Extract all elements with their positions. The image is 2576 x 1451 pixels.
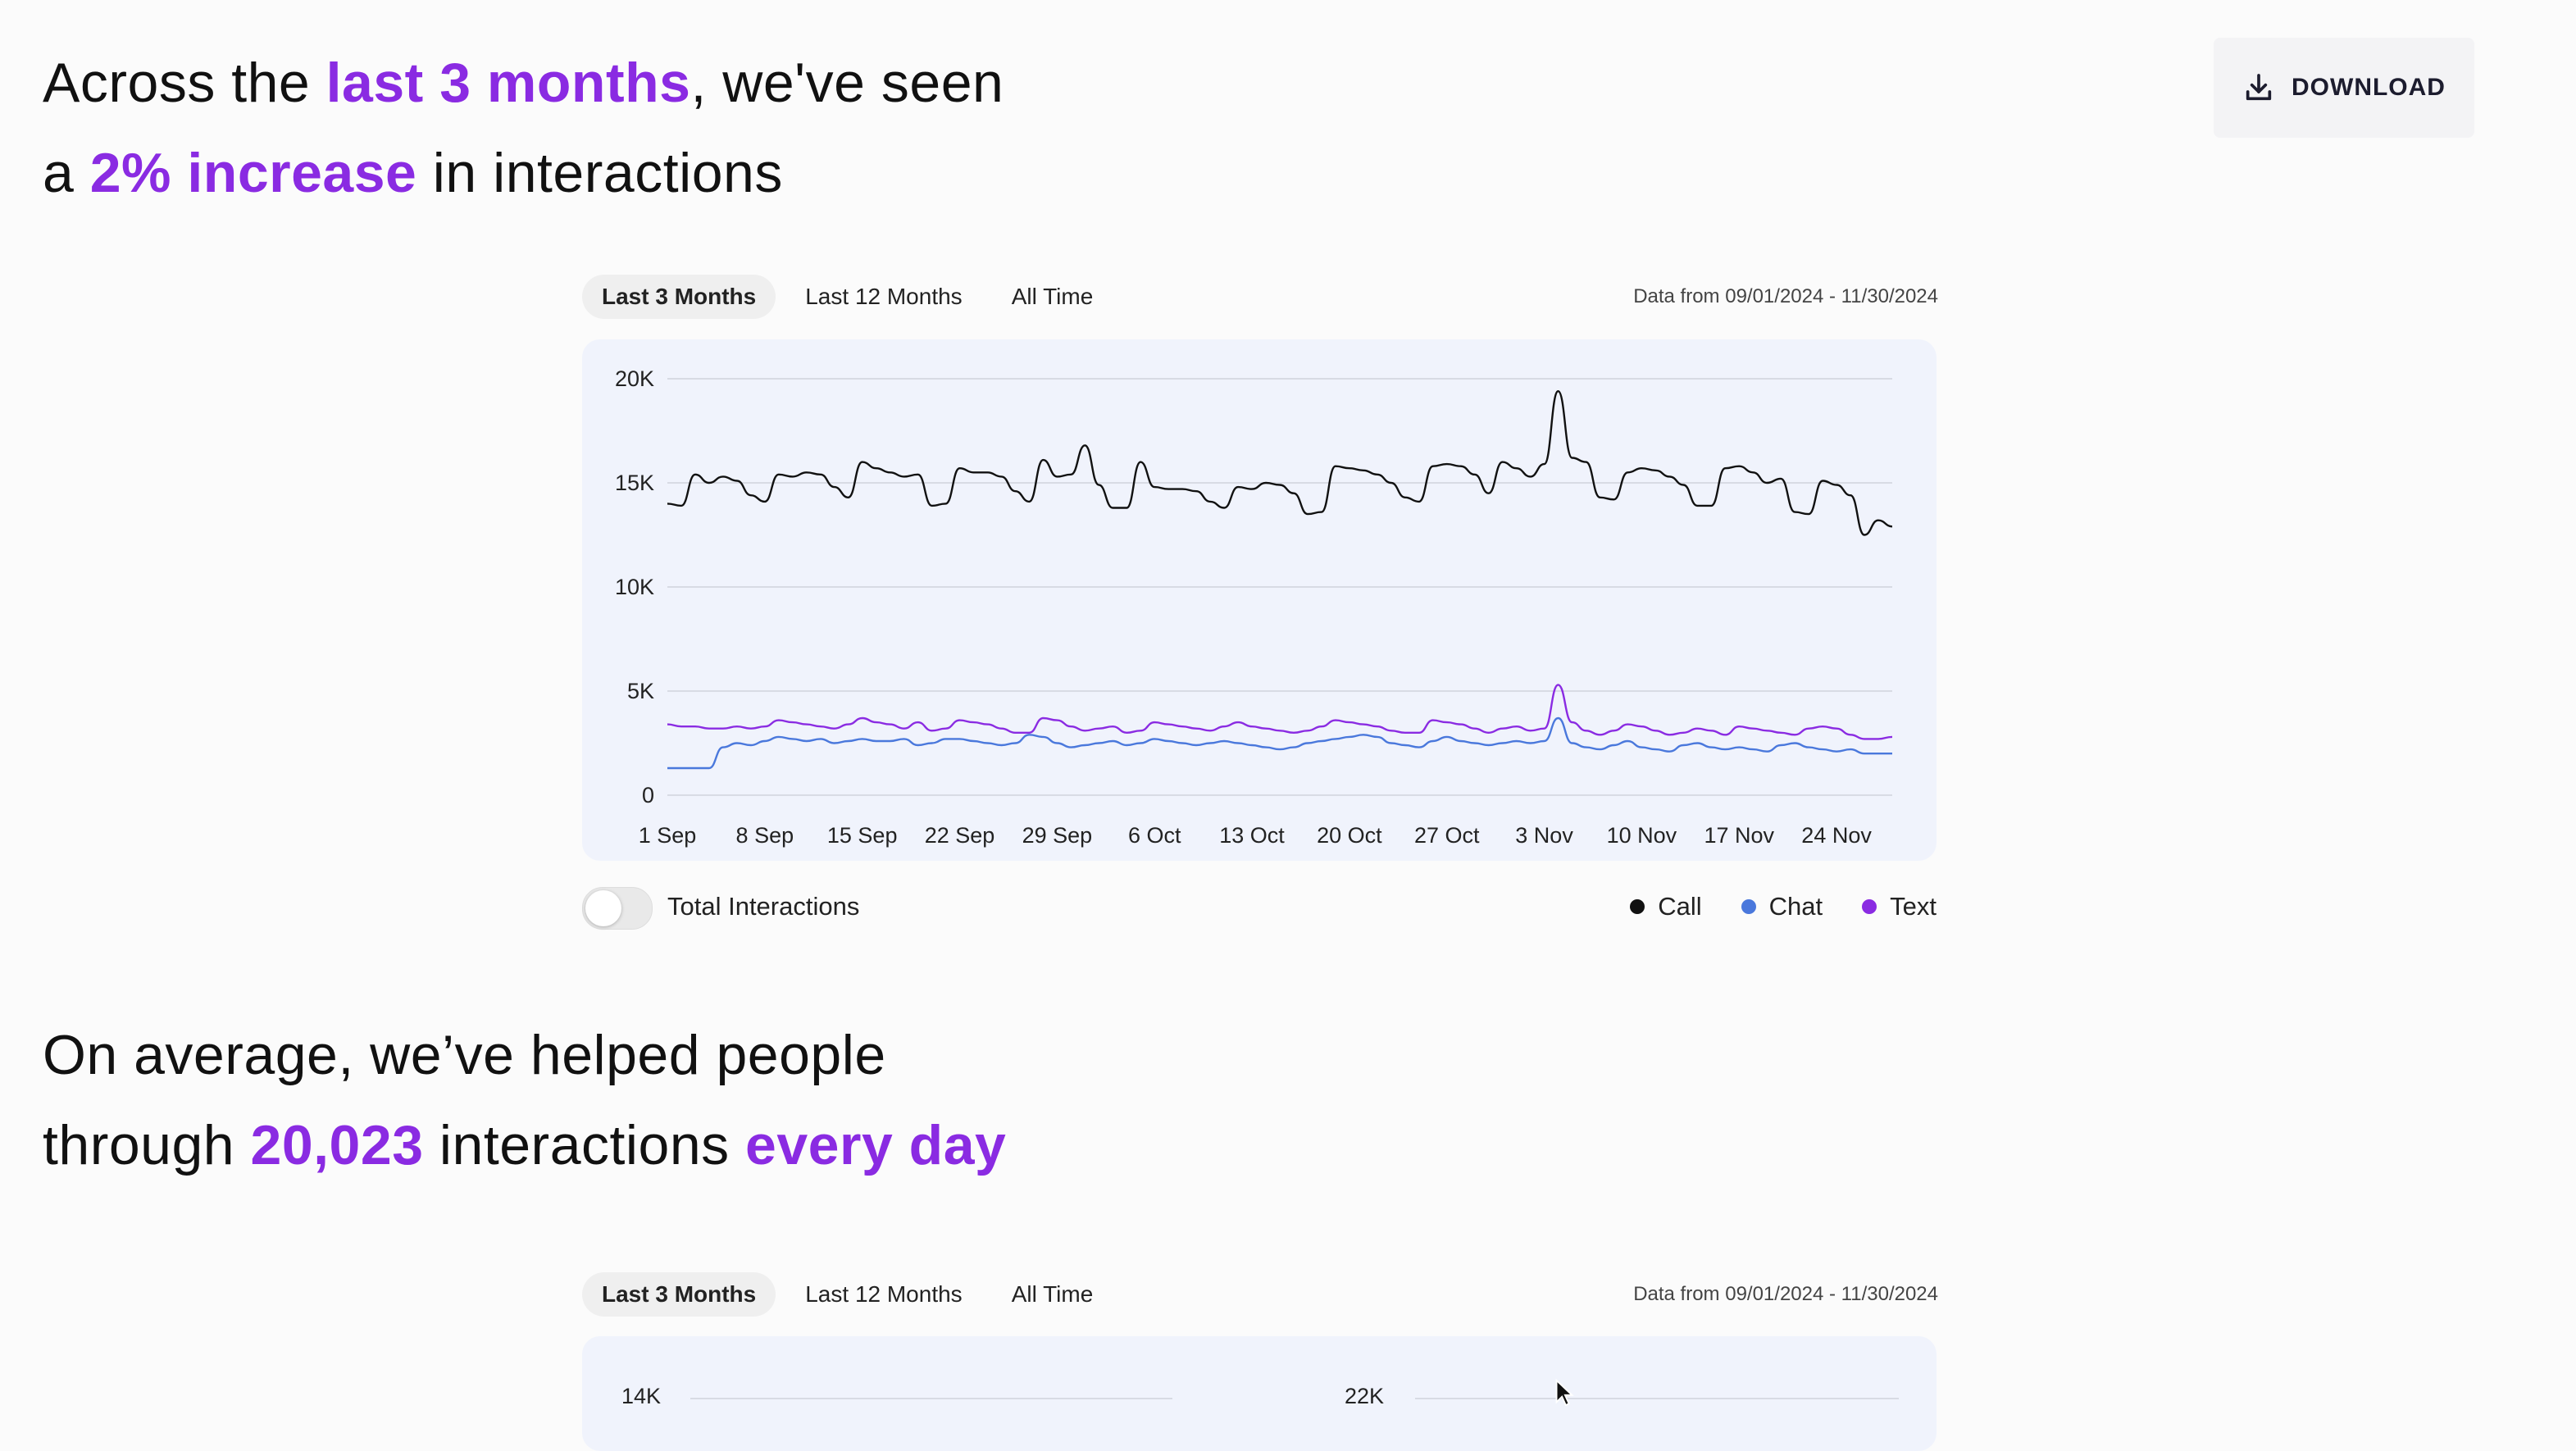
download-icon (2246, 74, 2272, 101)
total-interactions-toggle[interactable] (582, 887, 653, 930)
y-tick-label: 0 (642, 783, 654, 807)
x-tick-label: 27 Oct (1414, 823, 1480, 848)
tab-last-12-months[interactable]: Last 12 Months (785, 1272, 981, 1317)
x-tick-label: 22 Sep (925, 823, 995, 848)
toggle-knob (585, 890, 621, 926)
x-tick-label: 17 Nov (1704, 823, 1774, 848)
x-tick-label: 10 Nov (1607, 823, 1677, 848)
legend-dot-chat (1741, 899, 1756, 914)
y-tick-label: 5K (627, 679, 654, 703)
chart-legend: Call Chat Text (1630, 892, 1937, 921)
toggle-label: Total Interactions (667, 892, 860, 921)
legend-item-chat[interactable]: Chat (1741, 892, 1823, 921)
y-tick-label: 15K (615, 471, 654, 495)
highlight-every-day: every day (745, 1114, 1007, 1176)
x-tick-label: 20 Oct (1317, 823, 1382, 848)
daily-average-chart-svg: 14K 22K (621, 1384, 1899, 1408)
mouse-cursor-icon (1555, 1379, 1574, 1407)
y-tick-label: 14K (621, 1384, 661, 1408)
series-line-chat (667, 716, 1892, 770)
date-range-label-2: Data from 09/01/2024 - 11/30/2024 (1633, 1283, 1938, 1305)
x-tick-label: 24 Nov (1801, 823, 1872, 848)
daily-average-chart: 14K 22K (582, 1336, 1937, 1451)
y-tick-label: 22K (1345, 1384, 1384, 1408)
tab-last-3-months[interactable]: Last 3 Months (582, 1272, 776, 1317)
x-tick-label: 13 Oct (1219, 823, 1285, 848)
highlight-period: last 3 months (325, 52, 691, 114)
y-tick-label: 20K (615, 366, 654, 391)
y-tick-label: 10K (615, 575, 654, 599)
x-tick-label: 6 Oct (1128, 823, 1181, 848)
highlight-count: 20,023 (250, 1114, 424, 1176)
date-range-label: Data from 09/01/2024 - 11/30/2024 (1633, 285, 1938, 307)
tab-all-time[interactable]: All Time (992, 275, 1113, 319)
x-tick-label: 15 Sep (827, 823, 898, 848)
tab-last-3-months[interactable]: Last 3 Months (582, 275, 776, 319)
line-chart: 0 5K 10K 15K 20K 1 Sep 8 Sep 15 Sep 22 Sep 29 Sep… (615, 366, 1893, 848)
tab-all-time[interactable]: All Time (992, 1272, 1113, 1317)
chart-controls: Total Interactions Call Chat Text (582, 885, 1937, 931)
time-range-tabs: Last 3 Months Last 12 Months All Time (582, 275, 1113, 319)
x-tick-label: 29 Sep (1022, 823, 1093, 848)
download-label: DOWNLOAD (2292, 74, 2446, 101)
x-tick-label: 3 Nov (1515, 823, 1573, 848)
legend-dot-call (1630, 899, 1645, 914)
headline-trend: Across the last 3 months, we've seen a 2… (43, 52, 1004, 204)
series-line-call (667, 390, 1893, 536)
legend-item-text[interactable]: Text (1862, 892, 1937, 921)
x-tick-label: 1 Sep (639, 823, 697, 848)
time-range-tabs-2: Last 3 Months Last 12 Months All Time (582, 1272, 1113, 1317)
tab-last-12-months[interactable]: Last 12 Months (785, 275, 981, 319)
x-tick-label: 8 Sep (736, 823, 794, 848)
interactions-chart: 0 5K 10K 15K 20K 1 Sep 8 Sep 15 Sep 22 Sep 29 Sep… (582, 339, 1937, 861)
headline-daily-average: On average, we’ve helped people through … (43, 1024, 1007, 1176)
series-line-text (667, 684, 1893, 740)
legend-item-call[interactable]: Call (1630, 892, 1702, 921)
download-button[interactable]: DOWNLOAD (2214, 38, 2474, 138)
highlight-increase: 2% increase (89, 142, 417, 204)
legend-dot-text (1862, 899, 1877, 914)
